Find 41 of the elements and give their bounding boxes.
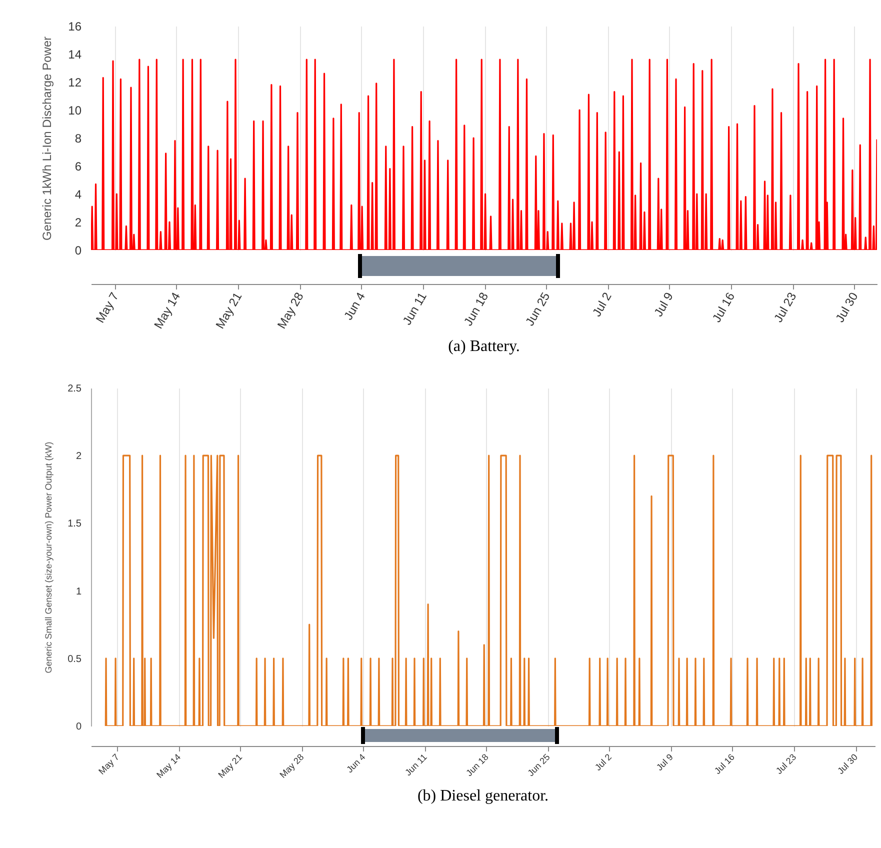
y-tick-label: 0 [76, 722, 82, 732]
y-tick-label: 14 [68, 48, 82, 62]
y-tick-label: 6 [74, 160, 82, 174]
x-tick-label: Jul 2 [592, 752, 614, 772]
x-tick-label: Jun 11 [400, 290, 430, 328]
x-tick-label: Jul 30 [832, 290, 861, 325]
x-tick-label: Jul 9 [651, 290, 676, 319]
x-tick-label: Jul 16 [709, 290, 738, 325]
y-tick-label: 0.5 [68, 654, 82, 665]
x-tick-label: Jun 18 [460, 290, 492, 328]
x-tick-label: Jun 11 [403, 752, 429, 778]
y-tick-label: 1 [76, 586, 82, 598]
x-tick-label: Jun 4 [344, 752, 368, 775]
text: (a) Battery. [448, 338, 520, 356]
y-tick-label: 0 [74, 244, 82, 258]
y-tick-label: 10 [68, 104, 82, 118]
x-tick-label: Jun 25 [526, 752, 552, 778]
x-tick-label: May 7 [96, 752, 122, 776]
x-tick-label: Jul 16 [712, 752, 737, 776]
x-tick-label: Jun 25 [522, 290, 553, 328]
x-tick-label: Jun 18 [464, 752, 490, 778]
y-tick-label: 2 [74, 216, 82, 230]
x-tick-label: May 14 [154, 752, 183, 780]
y-tick-label: 12 [68, 76, 82, 90]
x-tick-label: Jul 9 [654, 752, 675, 772]
text: (b) Diesel generator. [417, 787, 549, 804]
x-tick-label: Jul 2 [590, 290, 615, 319]
y-axis-title: Generic Small Genset (size-your-own) Power Output (kW) [44, 442, 54, 674]
y-tick-label: 8 [74, 132, 82, 146]
y-tick-label: 2 [76, 451, 82, 462]
y-tick-label: 4 [74, 188, 82, 202]
x-tick-label: May 28 [278, 752, 306, 780]
x-tick-label: Jul 23 [774, 752, 798, 776]
y-tick-label: 16 [68, 20, 82, 34]
y-tick-label: 1.5 [68, 518, 82, 530]
y-axis-title: Generic 1kWh Li-Ion Discharge Power [40, 36, 54, 241]
x-tick-label: Jun 4 [341, 290, 368, 322]
y-tick-label: 2.5 [68, 384, 82, 394]
x-tick-label: Jul 30 [836, 752, 860, 776]
x-tick-label: May 21 [216, 752, 244, 780]
x-tick-label: Jul 23 [771, 290, 800, 325]
